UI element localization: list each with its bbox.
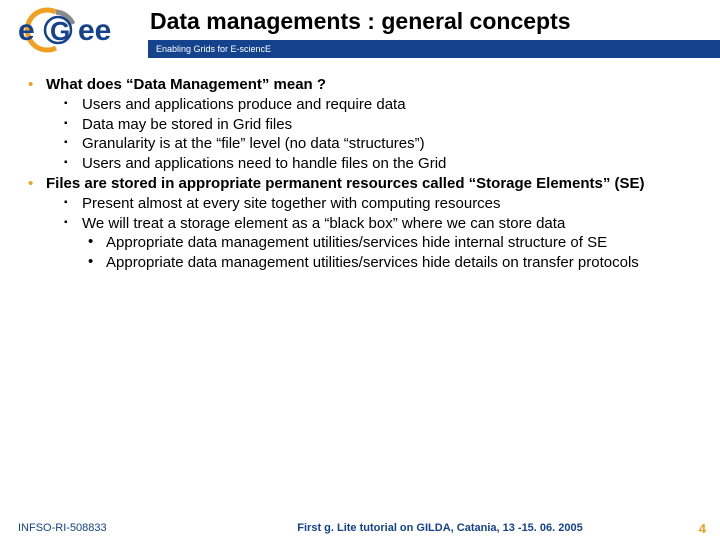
bullet-text: Present almost at every site together wi…: [82, 194, 698, 214]
bullet-text: Granularity is at the “file” level (no d…: [82, 134, 698, 154]
bullet-level-2: ▪Granularity is at the “file” level (no …: [64, 134, 702, 154]
bullet-text: Appropriate data management utilities/se…: [106, 253, 698, 273]
bullet-level-3: •Appropriate data management utilities/s…: [88, 233, 702, 253]
page-number: 4: [680, 521, 720, 536]
bullet-text: Appropriate data management utilities/se…: [106, 233, 698, 253]
bullet-text: We will treat a storage element as a “bl…: [82, 214, 698, 234]
tagline-text: Enabling Grids for E-sciencE: [156, 44, 271, 54]
bullet-level-1: •Files are stored in appropriate permane…: [28, 174, 702, 194]
footer-event: First g. Lite tutorial on GILDA, Catania…: [200, 522, 680, 534]
logo-letter-ee: ee: [78, 14, 111, 47]
bullet-text: What does “Data Management” mean ?: [46, 75, 698, 95]
bullet-dot-icon: •: [88, 232, 106, 252]
logo-letter-e: e: [18, 14, 35, 47]
square-bullet-icon: ▪: [64, 136, 82, 149]
logo-letter-g: G: [50, 16, 70, 46]
bullet-dot-icon: •: [28, 174, 46, 194]
square-bullet-icon: ▪: [64, 117, 82, 130]
slide-content: •What does “Data Management” mean ? ▪Use…: [28, 75, 702, 273]
tagline-bar: Enabling Grids for E-sciencE: [148, 40, 720, 58]
bullet-level-2: ▪Users and applications produce and requ…: [64, 95, 702, 115]
bullet-level-1: •What does “Data Management” mean ?: [28, 75, 702, 95]
bullet-text: Users and applications need to handle fi…: [82, 154, 698, 174]
slide-title: Data managements : general concepts: [150, 8, 571, 35]
egee-logo: e G ee: [8, 6, 148, 54]
bullet-level-2: ▪We will treat a storage element as a “b…: [64, 214, 702, 234]
title-bar: Data managements : general concepts: [150, 2, 716, 40]
bullet-text: Data may be stored in Grid files: [82, 115, 698, 135]
bullet-level-2: ▪Data may be stored in Grid files: [64, 115, 702, 135]
square-bullet-icon: ▪: [64, 156, 82, 169]
footer-reference: INFSO-RI-508833: [0, 522, 200, 534]
bullet-dot-icon: •: [28, 75, 46, 95]
bullet-level-3: •Appropriate data management utilities/s…: [88, 253, 702, 273]
bullet-dot-icon: •: [88, 252, 106, 272]
bullet-level-2: ▪Present almost at every site together w…: [64, 194, 702, 214]
bullet-level-2: ▪Users and applications need to handle f…: [64, 154, 702, 174]
square-bullet-icon: ▪: [64, 97, 82, 110]
slide-header: e G ee Data managements : general concep…: [0, 0, 720, 62]
slide-footer: INFSO-RI-508833 First g. Lite tutorial o…: [0, 516, 720, 540]
square-bullet-icon: ▪: [64, 196, 82, 209]
square-bullet-icon: ▪: [64, 216, 82, 229]
bullet-text: Users and applications produce and requi…: [82, 95, 698, 115]
bullet-text: Files are stored in appropriate permanen…: [46, 174, 698, 194]
